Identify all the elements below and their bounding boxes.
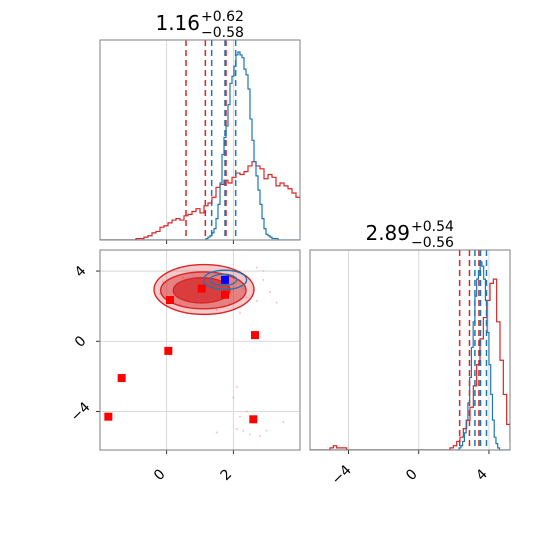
sample-point [275,301,278,304]
sample-point [215,308,218,311]
red-marker [221,290,229,299]
sample-point [259,434,261,437]
sample-point [162,280,165,283]
sample-point [249,433,251,436]
tick-label-b-0: −4 [329,462,355,488]
title-minus-x: −0.58 [201,25,244,41]
joint-plot-area [100,250,300,450]
sample-point [269,291,271,294]
title-plus-x: +0.62 [201,9,244,25]
marginal-histogram-x: 1.16 +0.62 −0.58 [99,9,301,244]
blue-contour-1 [209,273,238,287]
sample-point [179,303,181,306]
red-marker [249,415,258,424]
sample-point [242,429,245,432]
frame-c [99,249,301,451]
red-marker [117,374,126,383]
sample-point [262,270,265,273]
frame-b [309,249,511,451]
tick-label-cx-0: 0 [151,466,169,484]
histogram-step-a-0 [100,161,300,240]
histogram-step-a-1 [100,51,300,240]
sample-point [255,266,258,269]
histogram-step-b-0 [310,278,510,450]
sample-point [215,431,218,434]
sample-point [235,385,238,388]
sample-point [255,299,258,302]
sample-point [232,289,235,292]
sample-point [235,427,238,430]
red-marker [104,412,113,421]
tick-label-b-1: 0 [403,466,421,484]
sample-point [182,277,185,280]
sample-point [245,296,248,299]
red-marker [251,331,259,340]
tick-label-cy-0: −4 [68,399,94,425]
title-value-y: 2.89 [365,221,410,245]
tick-label-cx-1: 2 [218,466,236,484]
tick-label-b-2: 4 [473,466,491,484]
title-plus-y: +0.54 [411,219,454,235]
red-marker [164,346,173,355]
sample-point [245,410,248,413]
red-marker [166,296,174,304]
tick-label-cy-2: 4 [72,263,90,281]
histogram-step-b-1 [310,261,510,450]
sample-point [232,396,235,399]
frame-a [99,39,301,241]
blue-marker [221,275,229,284]
title-minus-y: −0.56 [411,235,454,251]
title-value-x: 1.16 [155,11,200,35]
sample-point [265,429,268,432]
joint-scatter-panel: 0 2 −4 0 4 [68,249,301,484]
sample-point [242,287,245,290]
sample-point [262,278,265,281]
red-marker [197,284,206,293]
sample-point [239,312,241,315]
marginal-histogram-y: 2.89 +0.54 −0.56 −4 0 4 [309,219,511,488]
sample-point [282,420,285,423]
tick-label-cy-1: 0 [72,333,90,351]
sample-point [239,415,241,418]
blue-contour-0 [202,269,248,291]
